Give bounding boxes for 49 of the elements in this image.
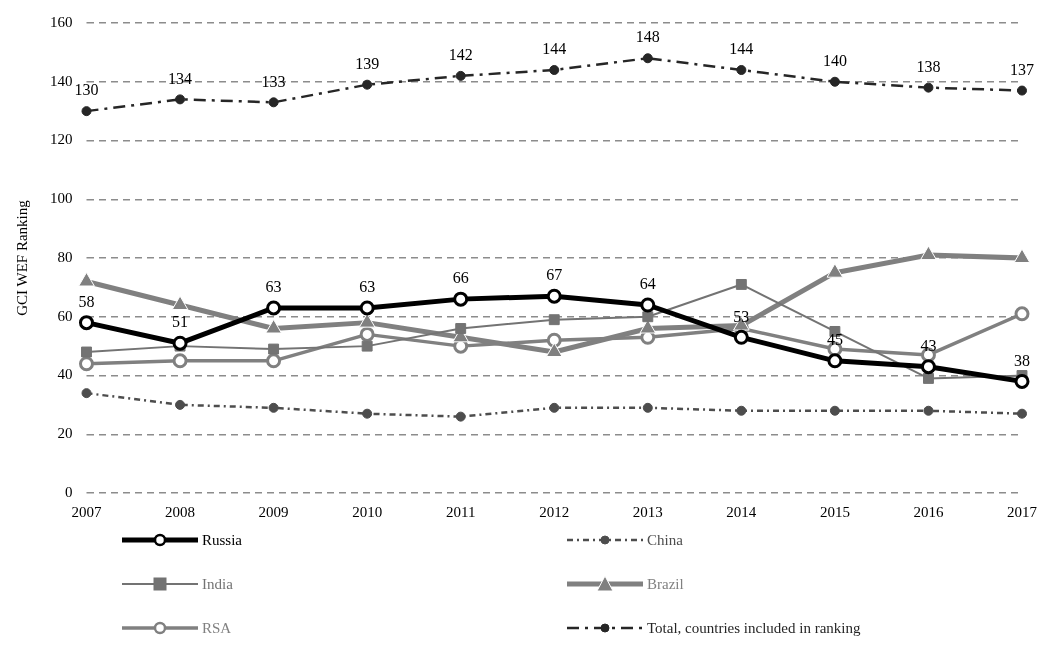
x-tick-label: 2015	[819, 503, 850, 520]
data-label: 58	[78, 292, 95, 310]
y-tick-label: 80	[57, 248, 73, 265]
y-tick-label: 40	[57, 366, 73, 383]
data-label: 45	[826, 331, 843, 349]
data-label: 137	[1010, 60, 1034, 78]
y-tick-label: 120	[50, 131, 73, 148]
legend-label: India	[202, 575, 233, 593]
data-label: 144	[542, 40, 567, 58]
data-label: 43	[920, 336, 937, 354]
data-label: 63	[265, 278, 282, 296]
x-tick-label: 2013	[632, 503, 663, 520]
x-tick-label: 2009	[258, 503, 289, 520]
x-tick-label: 2012	[539, 503, 570, 520]
y-tick-label: 20	[57, 425, 73, 442]
data-label: 138	[916, 57, 941, 75]
data-label: 38	[1014, 351, 1030, 369]
legend-label: Brazil	[647, 575, 684, 593]
data-label: 134	[168, 69, 193, 87]
data-label: 64	[639, 275, 656, 293]
x-tick-label: 2014	[726, 503, 757, 520]
x-tick-label: 2016	[913, 503, 944, 520]
text: Total, countries included in ranking	[647, 619, 861, 637]
data-label: 140	[822, 51, 847, 69]
data-label: 148	[635, 28, 660, 46]
y-axis-title: GCI WEF Ranking	[13, 199, 30, 316]
data-label: 139	[355, 54, 380, 72]
text: RSA	[202, 619, 232, 637]
data-label: 133	[261, 72, 286, 90]
y-tick-label: 0	[65, 483, 73, 500]
y-tick-label: 140	[50, 72, 73, 89]
x-tick-label: 2017	[1007, 503, 1038, 520]
x-tick-label: 2008	[165, 503, 196, 520]
data-label: 53	[733, 307, 750, 325]
text: Russia	[202, 531, 243, 549]
data-label: 67	[546, 266, 563, 284]
data-label: 144	[729, 40, 754, 58]
data-label: 130	[74, 81, 99, 99]
x-tick-label: 2007	[71, 503, 102, 520]
x-tick-label: 2010	[352, 503, 383, 520]
y-tick-label: 100	[50, 190, 73, 207]
y-tick-label: 160	[50, 13, 73, 30]
data-label: 63	[359, 278, 376, 296]
y-tick-label: 60	[57, 307, 73, 324]
x-tick-label: 2011	[445, 503, 476, 520]
text: China	[647, 531, 683, 549]
data-label: 66	[452, 269, 469, 287]
data-label: 142	[448, 46, 473, 64]
data-label: 51	[172, 313, 189, 331]
